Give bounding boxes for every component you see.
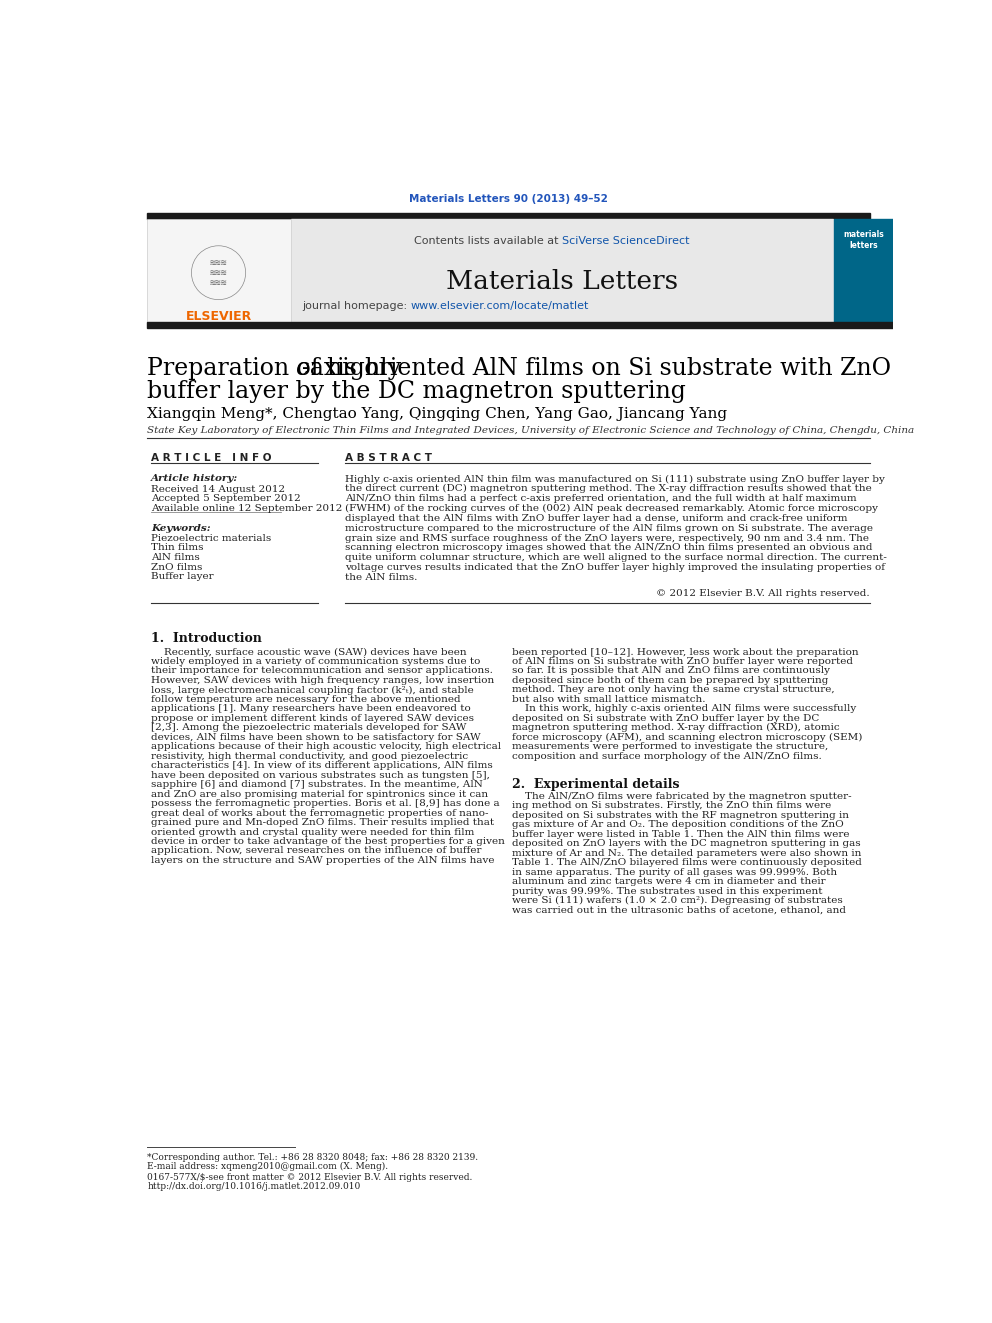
- Text: method. They are not only having the same crystal structure,: method. They are not only having the sam…: [512, 685, 834, 695]
- Text: ≋≋≋
≋≋≋
≋≋≋: ≋≋≋ ≋≋≋ ≋≋≋: [209, 258, 227, 287]
- Text: been reported [10–12]. However, less work about the preparation: been reported [10–12]. However, less wor…: [512, 647, 858, 656]
- Text: in same apparatus. The purity of all gases was 99.999%. Both: in same apparatus. The purity of all gas…: [512, 868, 836, 877]
- Text: quite uniform columnar structure, which are well aligned to the surface normal d: quite uniform columnar structure, which …: [345, 553, 887, 562]
- Text: Preparation of highly: Preparation of highly: [147, 357, 409, 381]
- Text: resistivity, high thermal conductivity, and good piezoelectric: resistivity, high thermal conductivity, …: [151, 751, 468, 761]
- Text: their importance for telecommunication and sensor applications.: their importance for telecommunication a…: [151, 667, 493, 676]
- Text: Xiangqin Meng*, Chengtao Yang, Qingqing Chen, Yang Gao, Jiancang Yang: Xiangqin Meng*, Chengtao Yang, Qingqing …: [147, 406, 727, 421]
- Text: was carried out in the ultrasonic baths of acetone, ethanol, and: was carried out in the ultrasonic baths …: [512, 906, 845, 914]
- Text: [2,3]. Among the piezoelectric materials developed for SAW: [2,3]. Among the piezoelectric materials…: [151, 724, 466, 733]
- Text: microstructure compared to the microstructure of the AlN films grown on Si subst: microstructure compared to the microstru…: [345, 524, 873, 533]
- Text: voltage curves results indicated that the ZnO buffer layer highly improved the i: voltage curves results indicated that th…: [345, 564, 885, 572]
- Text: layers on the structure and SAW properties of the AlN films have: layers on the structure and SAW properti…: [151, 856, 495, 865]
- Text: propose or implement different kinds of layered SAW devices: propose or implement different kinds of …: [151, 714, 474, 722]
- Text: Table 1. The AlN/ZnO bilayered films were continuously deposited: Table 1. The AlN/ZnO bilayered films wer…: [512, 859, 861, 868]
- Text: AlN/ZnO thin films had a perfect c-axis preferred orientation, and the full widt: AlN/ZnO thin films had a perfect c-axis …: [345, 495, 856, 503]
- Text: of AlN films on Si substrate with ZnO buffer layer were reported: of AlN films on Si substrate with ZnO bu…: [512, 658, 852, 665]
- Text: journal homepage:: journal homepage:: [303, 302, 411, 311]
- Text: and ZnO are also promising material for spintronics since it can: and ZnO are also promising material for …: [151, 790, 488, 799]
- Text: device in order to take advantage of the best properties for a given: device in order to take advantage of the…: [151, 837, 505, 845]
- Text: oriented growth and crystal quality were needed for thin film: oriented growth and crystal quality were…: [151, 827, 474, 836]
- Text: magnetron sputtering method. X-ray diffraction (XRD), atomic: magnetron sputtering method. X-ray diffr…: [512, 724, 839, 733]
- Text: measurements were performed to investigate the structure,: measurements were performed to investiga…: [512, 742, 827, 751]
- Text: buffer layer by the DC magnetron sputtering: buffer layer by the DC magnetron sputter…: [147, 380, 686, 402]
- Bar: [834, 218, 893, 321]
- Text: gas mixture of Ar and O₂. The deposition conditions of the ZnO: gas mixture of Ar and O₂. The deposition…: [512, 820, 843, 830]
- Text: deposited on Si substrate with ZnO buffer layer by the DC: deposited on Si substrate with ZnO buffe…: [512, 714, 818, 722]
- Text: The AlN/ZnO films were fabricated by the magnetron sputter-: The AlN/ZnO films were fabricated by the…: [512, 792, 851, 800]
- Text: characteristics [4]. In view of its different applications, AlN films: characteristics [4]. In view of its diff…: [151, 761, 493, 770]
- Text: purity was 99.99%. The substrates used in this experiment: purity was 99.99%. The substrates used i…: [512, 886, 822, 896]
- Text: sapphire [6] and diamond [7] substrates. In the meantime, AlN: sapphire [6] and diamond [7] substrates.…: [151, 781, 483, 789]
- Text: Keywords:: Keywords:: [151, 524, 210, 533]
- Text: E-mail address: xqmeng2010@gmail.com (X. Meng).: E-mail address: xqmeng2010@gmail.com (X.…: [147, 1162, 389, 1171]
- Text: Contents lists available at: Contents lists available at: [414, 235, 561, 246]
- Text: ing method on Si substrates. Firstly, the ZnO thin films were: ing method on Si substrates. Firstly, th…: [512, 802, 830, 811]
- Text: -axis oriented AlN films on Si substrate with ZnO: -axis oriented AlN films on Si substrate…: [303, 357, 892, 381]
- Text: *Corresponding author. Tel.: +86 28 8320 8048; fax: +86 28 8320 2139.: *Corresponding author. Tel.: +86 28 8320…: [147, 1152, 478, 1162]
- Text: have been deposited on various substrates such as tungsten [5],: have been deposited on various substrate…: [151, 771, 490, 779]
- Bar: [147, 321, 893, 328]
- Text: Buffer layer: Buffer layer: [151, 573, 213, 581]
- Text: applications [1]. Many researchers have been endeavored to: applications [1]. Many researchers have …: [151, 704, 471, 713]
- Bar: [291, 218, 833, 321]
- Text: 1.  Introduction: 1. Introduction: [151, 632, 262, 646]
- Text: AlN films: AlN films: [151, 553, 199, 562]
- Text: State Key Laboratory of Electronic Thin Films and Integrated Devices, University: State Key Laboratory of Electronic Thin …: [147, 426, 915, 435]
- Text: possess the ferromagnetic properties. Boris et al. [8,9] has done a: possess the ferromagnetic properties. Bo…: [151, 799, 500, 808]
- Text: Thin films: Thin films: [151, 544, 203, 553]
- Text: devices, AlN films have been shown to be satisfactory for SAW: devices, AlN films have been shown to be…: [151, 733, 481, 742]
- Text: Highly c-axis oriented AlN thin film was manufactured on Si (111) substrate usin: Highly c-axis oriented AlN thin film was…: [345, 475, 885, 484]
- Text: the direct current (DC) magnetron sputtering method. The X-ray diffraction resul: the direct current (DC) magnetron sputte…: [345, 484, 872, 493]
- Text: application. Now, several researches on the influence of buffer: application. Now, several researches on …: [151, 847, 482, 856]
- Text: materials
letters: materials letters: [843, 230, 884, 250]
- Text: Materials Letters: Materials Letters: [445, 269, 678, 294]
- Text: loss, large electromechanical coupling factor (k²ₜ), and stable: loss, large electromechanical coupling f…: [151, 685, 474, 695]
- Text: displayed that the AlN films with ZnO buffer layer had a dense, uniform and crac: displayed that the AlN films with ZnO bu…: [345, 513, 847, 523]
- Text: A R T I C L E   I N F O: A R T I C L E I N F O: [151, 452, 272, 463]
- Text: mixture of Ar and N₂. The detailed parameters were also shown in: mixture of Ar and N₂. The detailed param…: [512, 849, 861, 857]
- Text: composition and surface morphology of the AlN/ZnO films.: composition and surface morphology of th…: [512, 751, 821, 761]
- Text: http://dx.doi.org/10.1016/j.matlet.2012.09.010: http://dx.doi.org/10.1016/j.matlet.2012.…: [147, 1181, 360, 1191]
- Text: ZnO films: ZnO films: [151, 562, 202, 572]
- Text: deposited on Si substrates with the RF magnetron sputtering in: deposited on Si substrates with the RF m…: [512, 811, 848, 820]
- Text: 0167-577X/$-see front matter © 2012 Elsevier B.V. All rights reserved.: 0167-577X/$-see front matter © 2012 Else…: [147, 1174, 472, 1181]
- Text: (FWHM) of the rocking curves of the (002) AlN peak decreased remarkably. Atomic : (FWHM) of the rocking curves of the (002…: [345, 504, 878, 513]
- Text: 2.  Experimental details: 2. Experimental details: [512, 778, 679, 791]
- Text: www.elsevier.com/locate/matlet: www.elsevier.com/locate/matlet: [411, 302, 589, 311]
- Text: A B S T R A C T: A B S T R A C T: [345, 452, 432, 463]
- Text: However, SAW devices with high frequency ranges, low insertion: However, SAW devices with high frequency…: [151, 676, 494, 685]
- Text: Available online 12 September 2012: Available online 12 September 2012: [151, 504, 342, 513]
- Text: but also with small lattice mismatch.: but also with small lattice mismatch.: [512, 695, 705, 704]
- Text: deposited on ZnO layers with the DC magnetron sputtering in gas: deposited on ZnO layers with the DC magn…: [512, 839, 860, 848]
- Text: In this work, highly c-axis oriented AlN films were successfully: In this work, highly c-axis oriented AlN…: [512, 704, 856, 713]
- Bar: [147, 218, 291, 321]
- Text: force microscopy (AFM), and scanning electron microscopy (SEM): force microscopy (AFM), and scanning ele…: [512, 733, 862, 742]
- Text: SciVerse ScienceDirect: SciVerse ScienceDirect: [561, 235, 689, 246]
- Text: were Si (111) wafers (1.0 × 2.0 cm²). Degreasing of substrates: were Si (111) wafers (1.0 × 2.0 cm²). De…: [512, 896, 842, 905]
- Text: applications because of their high acoustic velocity, high electrical: applications because of their high acous…: [151, 742, 501, 751]
- Text: © 2012 Elsevier B.V. All rights reserved.: © 2012 Elsevier B.V. All rights reserved…: [656, 589, 870, 598]
- Text: ELSEVIER: ELSEVIER: [186, 310, 252, 323]
- Bar: [147, 213, 870, 218]
- Text: buffer layer were listed in Table 1. Then the AlN thin films were: buffer layer were listed in Table 1. The…: [512, 830, 849, 839]
- Text: Received 14 August 2012: Received 14 August 2012: [151, 486, 286, 495]
- Text: grained pure and Mn-doped ZnO films. Their results implied that: grained pure and Mn-doped ZnO films. The…: [151, 818, 494, 827]
- Text: Accepted 5 September 2012: Accepted 5 September 2012: [151, 495, 301, 504]
- Text: Recently, surface acoustic wave (SAW) devices have been: Recently, surface acoustic wave (SAW) de…: [151, 647, 467, 656]
- Text: Article history:: Article history:: [151, 475, 238, 483]
- Text: follow temperature are necessary for the above mentioned: follow temperature are necessary for the…: [151, 695, 460, 704]
- Text: so far. It is possible that AlN and ZnO films are continuously: so far. It is possible that AlN and ZnO …: [512, 667, 829, 676]
- Text: aluminum and zinc targets were 4 cm in diameter and their: aluminum and zinc targets were 4 cm in d…: [512, 877, 825, 886]
- Text: widely employed in a variety of communication systems due to: widely employed in a variety of communic…: [151, 658, 480, 665]
- Text: Piezoelectric materials: Piezoelectric materials: [151, 533, 272, 542]
- Text: the AlN films.: the AlN films.: [345, 573, 418, 582]
- Text: great deal of works about the ferromagnetic properties of nano-: great deal of works about the ferromagne…: [151, 808, 489, 818]
- Text: c: c: [296, 357, 310, 381]
- Text: deposited since both of them can be prepared by sputtering: deposited since both of them can be prep…: [512, 676, 828, 685]
- Text: Materials Letters 90 (2013) 49–52: Materials Letters 90 (2013) 49–52: [409, 194, 608, 204]
- Text: scanning electron microscopy images showed that the AlN/ZnO thin films presented: scanning electron microscopy images show…: [345, 544, 872, 553]
- Text: grain size and RMS surface roughness of the ZnO layers were, respectively, 90 nm: grain size and RMS surface roughness of …: [345, 533, 869, 542]
